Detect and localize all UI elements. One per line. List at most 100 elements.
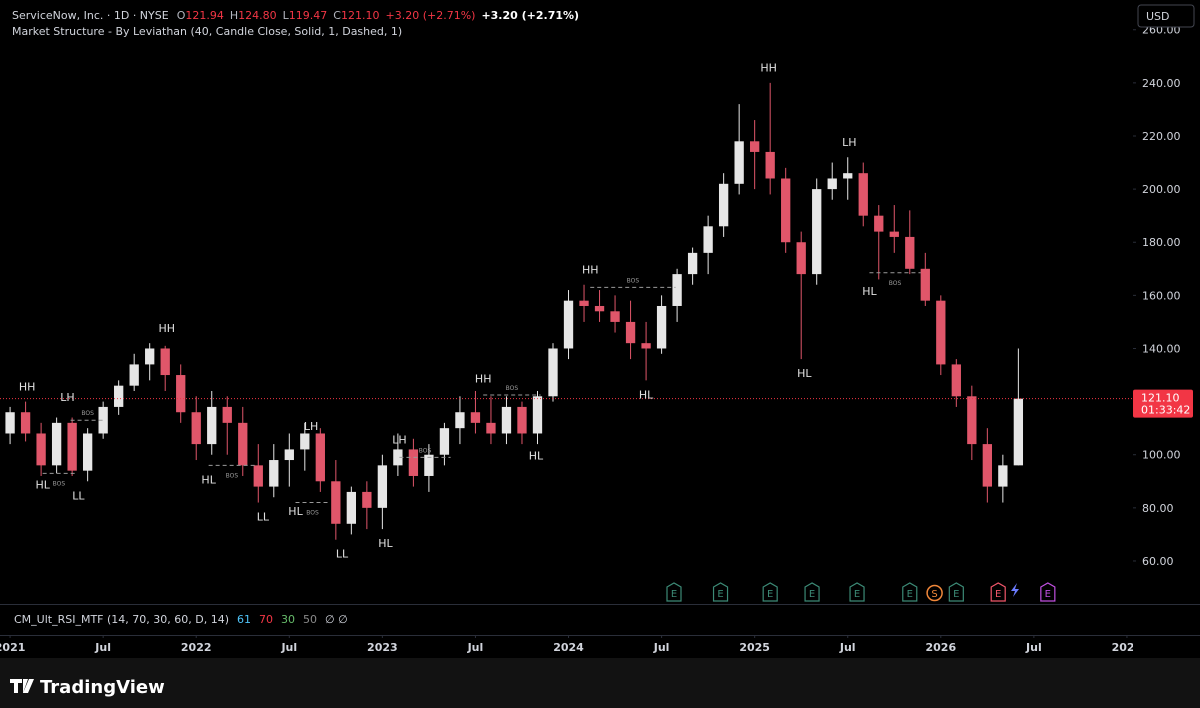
price-tag bbox=[1133, 389, 1193, 418]
candle-body bbox=[331, 481, 341, 524]
legend-text: +3.20 (+2.71%) bbox=[481, 9, 579, 22]
candle-body bbox=[470, 412, 481, 423]
candle-body bbox=[687, 252, 698, 275]
candle-body bbox=[967, 396, 977, 445]
structure-label: HL bbox=[862, 285, 877, 298]
indicator-title: Market Structure - By Leviathan (40, Can… bbox=[12, 25, 402, 38]
legend-text: 119.47 bbox=[289, 9, 328, 22]
event-icon bbox=[712, 582, 729, 602]
candle-body bbox=[734, 141, 744, 184]
candle-body bbox=[98, 406, 108, 434]
candle-body bbox=[222, 406, 232, 423]
candle-body bbox=[67, 422, 77, 471]
candle-body bbox=[455, 412, 465, 429]
rsi-header: CM_Ult_RSI_MTF (14, 70, 30, 60, D, 14) 61… bbox=[14, 613, 348, 626]
candle-body bbox=[253, 465, 263, 487]
y-tick-label: 100.00 bbox=[1142, 449, 1181, 462]
structure-label: HH bbox=[158, 322, 175, 335]
event-icon bbox=[666, 582, 682, 602]
candle-body bbox=[998, 465, 1008, 487]
currency-button[interactable] bbox=[1137, 4, 1195, 28]
bos-label: BOS bbox=[627, 277, 640, 284]
event-label: E bbox=[671, 589, 677, 600]
candle-body bbox=[393, 449, 403, 466]
event-label: S bbox=[931, 589, 937, 600]
structure-label: HL bbox=[529, 449, 544, 462]
candle-body bbox=[284, 449, 294, 461]
event-label: E bbox=[854, 589, 860, 600]
candle-body bbox=[936, 300, 946, 365]
legend-text: O bbox=[177, 9, 186, 22]
candle-body bbox=[145, 348, 155, 365]
legend-header: ServiceNow, Inc. · 1D · NYSE O121.94 H124.… bbox=[12, 9, 579, 22]
candle-body bbox=[982, 444, 992, 487]
candle-body bbox=[750, 141, 760, 152]
dividend-icon bbox=[1011, 583, 1019, 597]
candle-body bbox=[858, 173, 868, 216]
footer bbox=[0, 658, 1200, 708]
currency[interactable]: USD bbox=[1146, 10, 1170, 23]
y-tick-label: 180.00 bbox=[1142, 236, 1181, 249]
candle-body bbox=[625, 321, 636, 344]
structure-label: LL bbox=[257, 511, 270, 524]
rsi-text: CM_Ult_RSI_MTF (14, 70, 30, 60, D, 14) bbox=[14, 613, 229, 626]
candle-body bbox=[486, 422, 496, 434]
candle-body bbox=[843, 173, 853, 179]
structure-label: HL bbox=[797, 367, 812, 380]
y-tick-label: 140.00 bbox=[1142, 342, 1181, 355]
candle-body bbox=[548, 348, 558, 397]
y-tick-label: 240.00 bbox=[1142, 77, 1181, 90]
rsi-text: 70 bbox=[259, 613, 273, 626]
event-icon bbox=[1040, 582, 1056, 602]
candle-body bbox=[656, 305, 667, 349]
legend-text: 121.10 bbox=[341, 9, 380, 22]
candle-body bbox=[20, 412, 31, 434]
candle-body bbox=[765, 151, 775, 179]
candle-body bbox=[563, 300, 574, 349]
candle-body bbox=[672, 274, 682, 306]
rsi-text: 30 bbox=[281, 613, 295, 626]
candle-body bbox=[5, 412, 15, 434]
event-icon bbox=[849, 582, 865, 602]
candle-body bbox=[269, 460, 279, 487]
y-tick-label: 160.00 bbox=[1142, 289, 1181, 302]
structure-label: LL bbox=[336, 548, 349, 561]
brand: TradingView bbox=[40, 677, 165, 698]
candle-body bbox=[532, 396, 543, 434]
candle-body bbox=[610, 311, 620, 322]
candle-body bbox=[408, 449, 419, 476]
structure-label: HH bbox=[582, 263, 599, 276]
candle-body bbox=[51, 422, 62, 466]
event-label: E bbox=[767, 589, 773, 600]
candle-body bbox=[501, 406, 512, 434]
event-label: E bbox=[809, 589, 815, 600]
x-tick-label: Jul bbox=[94, 641, 111, 654]
time-axis: 2021 Jul 2022 Jul 2023 Jul 2024 Jul 2025 Jul 2026 J… bbox=[0, 636, 1133, 654]
rsi-text: 61 bbox=[237, 613, 251, 626]
x-tick-label: 2026 bbox=[925, 641, 956, 654]
candle-body bbox=[905, 236, 915, 269]
event-label: E bbox=[717, 589, 723, 600]
bos-label: BOS bbox=[226, 472, 239, 479]
structure-label: LH bbox=[842, 136, 856, 149]
candle-body bbox=[579, 300, 589, 306]
y-tick-label: 80.00 bbox=[1142, 502, 1174, 515]
x-tick-label: Jul bbox=[653, 641, 670, 654]
bos-label: BOS bbox=[889, 280, 902, 287]
legend-text: C bbox=[333, 9, 341, 22]
candle-body bbox=[1013, 398, 1024, 466]
bos-label: BOS bbox=[506, 385, 519, 392]
event-label: E bbox=[953, 589, 959, 600]
event-label: E bbox=[1045, 589, 1051, 600]
event-icon bbox=[990, 582, 1006, 602]
y-tick-label: 220.00 bbox=[1142, 130, 1181, 143]
x-tick-label: Jul bbox=[1025, 641, 1042, 654]
structure-label: HL bbox=[639, 388, 654, 401]
x-tick-label: 2023 bbox=[367, 641, 398, 654]
candle-body bbox=[362, 491, 372, 508]
structure-label: LH bbox=[304, 420, 318, 433]
candle-body bbox=[129, 364, 139, 386]
